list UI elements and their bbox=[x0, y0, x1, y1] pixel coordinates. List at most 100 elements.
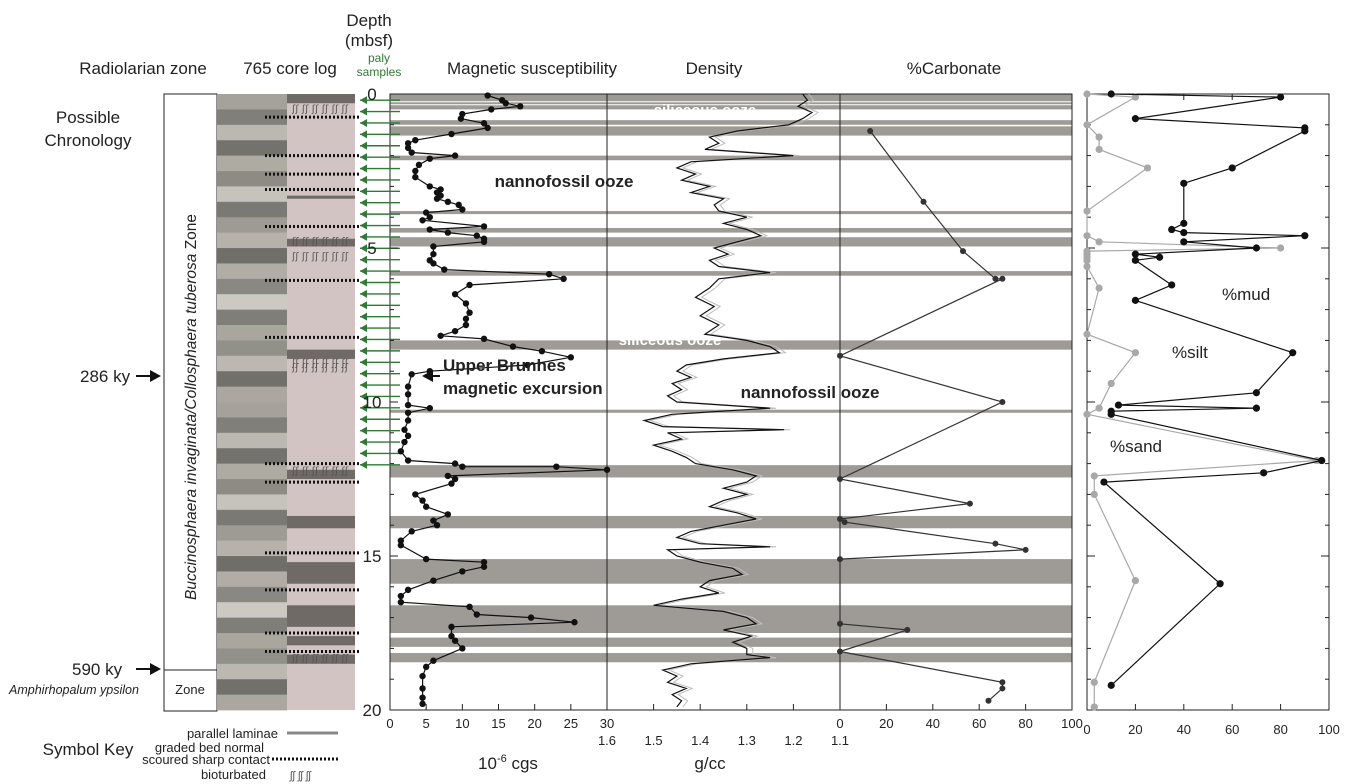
density-tick-label: 1.5 bbox=[645, 733, 663, 748]
mag-sus-point bbox=[480, 558, 488, 566]
mud-point bbox=[1260, 469, 1268, 477]
mag-sus-point bbox=[397, 599, 405, 606]
radiolarian-zone-header: Radiolarian zone bbox=[79, 59, 207, 78]
siliceous-layer bbox=[287, 94, 355, 104]
carbonate-point bbox=[837, 556, 843, 563]
paly-sample-head bbox=[360, 141, 367, 150]
mag-sus-point bbox=[408, 528, 415, 535]
mag-sus-point bbox=[404, 586, 412, 594]
arrow-286-icon bbox=[136, 370, 161, 382]
core-photo-segment bbox=[217, 263, 287, 280]
mud-label: %mud bbox=[1222, 285, 1270, 304]
mag-sus-point bbox=[448, 480, 455, 487]
mud-point bbox=[1252, 244, 1260, 252]
paly-sample-head bbox=[360, 415, 367, 424]
core-photo-segment bbox=[217, 325, 287, 341]
siliceous-band bbox=[390, 340, 1072, 350]
mag-sus-point bbox=[448, 130, 455, 138]
paly-sample-head bbox=[360, 381, 367, 390]
bioturbation-glyph: ʃʃ ʃʃ ʃʃ ʃʃ ʃʃ ʃʃ bbox=[291, 654, 349, 665]
grain-tick-label: 40 bbox=[1177, 722, 1191, 737]
carbonate-point bbox=[837, 476, 843, 482]
mag-sus-point bbox=[430, 260, 437, 267]
mag-sus-point bbox=[480, 120, 488, 127]
core-photo-segment bbox=[217, 248, 287, 264]
siliceous-ooze-label-2: siliceous ooze bbox=[619, 332, 722, 349]
mag-sus-point bbox=[451, 637, 459, 644]
mud-point bbox=[1318, 456, 1326, 465]
mag-sus-point bbox=[419, 497, 426, 504]
depth-tick-label: 10 bbox=[363, 393, 382, 412]
siliceous-band bbox=[390, 120, 1072, 125]
mag-sus-point bbox=[466, 281, 473, 289]
mud-point bbox=[1252, 389, 1260, 397]
mag-sus-point bbox=[480, 238, 488, 246]
mag-sus-point bbox=[502, 100, 509, 107]
mud-point bbox=[1131, 250, 1139, 258]
paly-sample-head bbox=[360, 449, 367, 458]
symbol-key-title: Symbol Key bbox=[43, 740, 134, 759]
siliceous-band bbox=[390, 559, 1072, 584]
mag-sus-point bbox=[401, 426, 408, 433]
mag-tick-label: 25 bbox=[564, 716, 578, 731]
core-photo-segment bbox=[217, 140, 287, 157]
silt-point bbox=[1277, 244, 1285, 252]
silt-point bbox=[1090, 472, 1098, 480]
silt-point bbox=[1083, 410, 1091, 418]
paly-sample-head bbox=[360, 438, 367, 447]
mud-point bbox=[1168, 281, 1176, 289]
silt-point bbox=[1083, 121, 1091, 129]
mag-sus-point bbox=[444, 198, 452, 205]
core-photo-segment bbox=[217, 155, 287, 172]
key-bioturbated-symbol: ʃʃ ʃʃ ʃʃ bbox=[289, 770, 312, 782]
paly-sample-head bbox=[360, 153, 367, 162]
paly-sample-head bbox=[360, 118, 367, 127]
core-photo-segment bbox=[217, 571, 287, 588]
core-photo-segment bbox=[217, 448, 287, 465]
carbonate-point bbox=[999, 685, 1006, 692]
mag-sus-point bbox=[560, 275, 567, 282]
carbonate-point bbox=[992, 540, 999, 547]
mud-point bbox=[1131, 296, 1139, 304]
bioturbation-glyph: ʃʃ ʃʃ ʃʃ ʃʃ ʃʃ ʃʃ bbox=[291, 466, 349, 477]
density-tick-label: 1.3 bbox=[738, 733, 756, 748]
mag-sus-point bbox=[419, 694, 426, 701]
mag-sus-point bbox=[404, 401, 412, 409]
siliceous-ooze-label-3: siliceous ooze bbox=[904, 477, 1007, 494]
nannofossil-ooze-label-1: nannofossil ooze bbox=[495, 172, 634, 191]
bioturbation-glyph: ʃʃ ʃʃ ʃʃ ʃʃ ʃʃ ʃʃ bbox=[291, 252, 349, 263]
grain-frame bbox=[1086, 93, 1330, 711]
mud-point bbox=[1180, 229, 1188, 237]
core-photo-segment bbox=[217, 540, 287, 557]
mag-sus-point bbox=[404, 144, 412, 152]
mag-sus-point bbox=[397, 537, 405, 544]
mag-sus-point bbox=[426, 404, 433, 412]
paly-sample-head bbox=[360, 335, 367, 344]
siliceous-layer bbox=[287, 605, 355, 627]
mud-point bbox=[1180, 219, 1188, 227]
sand-label: %sand bbox=[1110, 437, 1162, 456]
core-log-header: 765 core log bbox=[243, 59, 337, 78]
grain-tick-label: 80 bbox=[1273, 722, 1287, 737]
mag-sus-point bbox=[404, 457, 412, 464]
key-parallel-label: parallel laminae bbox=[187, 726, 278, 741]
paly-sample-head bbox=[360, 392, 367, 401]
mag-sus-point bbox=[441, 266, 448, 273]
paly-sample-head bbox=[360, 312, 367, 321]
siliceous-band bbox=[390, 237, 1072, 247]
mag-sus-point bbox=[567, 354, 575, 361]
silt-point bbox=[1090, 678, 1098, 686]
silt-line bbox=[1085, 93, 1318, 707]
carbonate-point bbox=[966, 500, 973, 507]
core-photo-segment bbox=[217, 479, 287, 495]
density-header: Density bbox=[686, 59, 743, 78]
mag-sus-point bbox=[459, 568, 466, 575]
paly-sample-head bbox=[360, 198, 367, 207]
silt-point bbox=[1083, 90, 1091, 98]
mag-sus-point bbox=[484, 92, 491, 99]
density-tick-label: 1.6 bbox=[598, 733, 616, 748]
siliceous-layer bbox=[287, 562, 355, 584]
carbonate-point bbox=[920, 198, 927, 205]
carb-frame bbox=[839, 93, 1073, 711]
paly-sample-head bbox=[360, 164, 367, 173]
